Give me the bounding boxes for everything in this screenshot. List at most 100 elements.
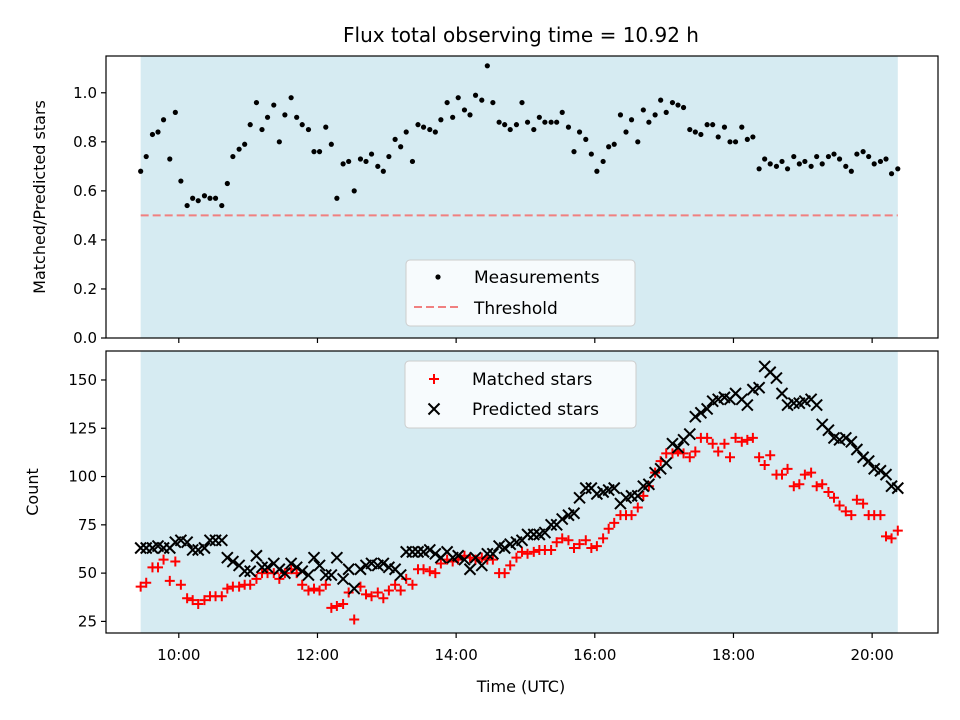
matched-point [834, 500, 845, 511]
measurement-point [715, 134, 721, 140]
measurement-point [444, 99, 450, 106]
x-axis-label: Time (UTC) [476, 677, 565, 696]
measurement-point [658, 97, 664, 103]
matched-point [274, 573, 285, 584]
measurement-point [524, 119, 531, 125]
measurement-point [796, 161, 802, 167]
measurement-point [784, 166, 791, 172]
x-tick-label: 16:00 [573, 646, 616, 664]
measurement-point [791, 153, 797, 160]
measurement-point [623, 129, 629, 135]
measurement-point [750, 134, 756, 140]
matched-point [546, 544, 557, 555]
matched-point [707, 438, 718, 449]
measurement-point [871, 161, 877, 167]
measurement-point [311, 149, 317, 155]
predicted-point [475, 559, 488, 572]
predicted-point [348, 582, 361, 595]
measurement-point [600, 158, 606, 165]
predicted-point [307, 551, 321, 564]
measurement-point [721, 124, 728, 130]
matched-point [303, 585, 314, 596]
measurement-point [502, 122, 508, 128]
measurement-point [375, 163, 381, 169]
chart-title: Flux total observing time = 10.92 h [343, 23, 699, 47]
measurement-point [201, 193, 208, 199]
matched-point [892, 525, 903, 536]
matched-point [858, 498, 869, 509]
matched-point [222, 583, 233, 594]
matched-point [234, 581, 245, 592]
matched-point [632, 502, 643, 513]
predicted-point [261, 561, 274, 574]
predicted-point [481, 547, 494, 561]
measurement-point [611, 141, 617, 147]
x-tick-label: 12:00 [296, 646, 339, 664]
matched-point [517, 546, 527, 557]
measurement-point [680, 104, 687, 111]
predicted-point [648, 466, 662, 479]
measurement-point [288, 95, 294, 101]
y-axis-label: Matched/Predicted stars [30, 100, 49, 294]
predicted-point [203, 534, 217, 547]
matched-point [383, 585, 394, 596]
matched-point [806, 467, 817, 478]
predicted-point [683, 427, 696, 441]
predicted-point [377, 557, 390, 570]
predicted-point [469, 551, 482, 564]
measurement-point [155, 129, 161, 135]
predicted-point [354, 563, 367, 576]
y-tick-label: 0.0 [73, 329, 97, 347]
matched-point [395, 585, 406, 596]
predicted-point [319, 568, 332, 582]
predicted-point [862, 454, 875, 468]
measurement-point [420, 124, 427, 130]
predicted-point [822, 423, 835, 437]
matched-point [638, 490, 649, 501]
matched-point [725, 452, 735, 463]
matched-point [372, 587, 383, 598]
measurement-point [432, 129, 438, 135]
matched-point [407, 579, 418, 590]
measurement-point [814, 153, 820, 160]
matched-point [153, 562, 163, 573]
legend-predicted-label: Predicted stars [472, 400, 599, 420]
measurement-point [346, 158, 352, 165]
predicted-point [660, 456, 673, 470]
predicted-point [694, 406, 708, 420]
matched-point [505, 560, 516, 571]
measurement-point [594, 168, 600, 174]
measurement-point [207, 195, 213, 201]
measurement-point [294, 114, 300, 120]
measurement-point [340, 161, 346, 167]
measurement-point [819, 161, 825, 167]
matched-point [193, 599, 204, 610]
predicted-point [810, 398, 823, 412]
measurement-point [409, 158, 416, 165]
y-tick-label: 0.8 [73, 133, 97, 151]
predicted-point [879, 468, 893, 481]
measurement-point [732, 139, 739, 145]
matched-point [499, 568, 510, 579]
y-tick-label: 100 [68, 468, 97, 486]
measurement-point [808, 163, 814, 169]
y-tick-label: 75 [78, 516, 97, 534]
matched-point [829, 492, 839, 503]
predicted-point [631, 489, 644, 503]
matched-point [175, 579, 186, 590]
matched-point [569, 543, 579, 554]
matched-point [141, 577, 152, 588]
measurement-point [438, 117, 444, 123]
predicted-point [850, 443, 864, 456]
predicted-point [325, 568, 338, 582]
measurement-point [455, 95, 461, 101]
matched-point [135, 581, 146, 592]
matched-point [759, 459, 770, 470]
matched-point [580, 535, 591, 546]
matched-point [487, 554, 498, 565]
predicted-point [775, 387, 789, 400]
series-matched-stars [135, 432, 903, 625]
predicted-point [423, 543, 436, 557]
predicted-point [198, 541, 211, 555]
